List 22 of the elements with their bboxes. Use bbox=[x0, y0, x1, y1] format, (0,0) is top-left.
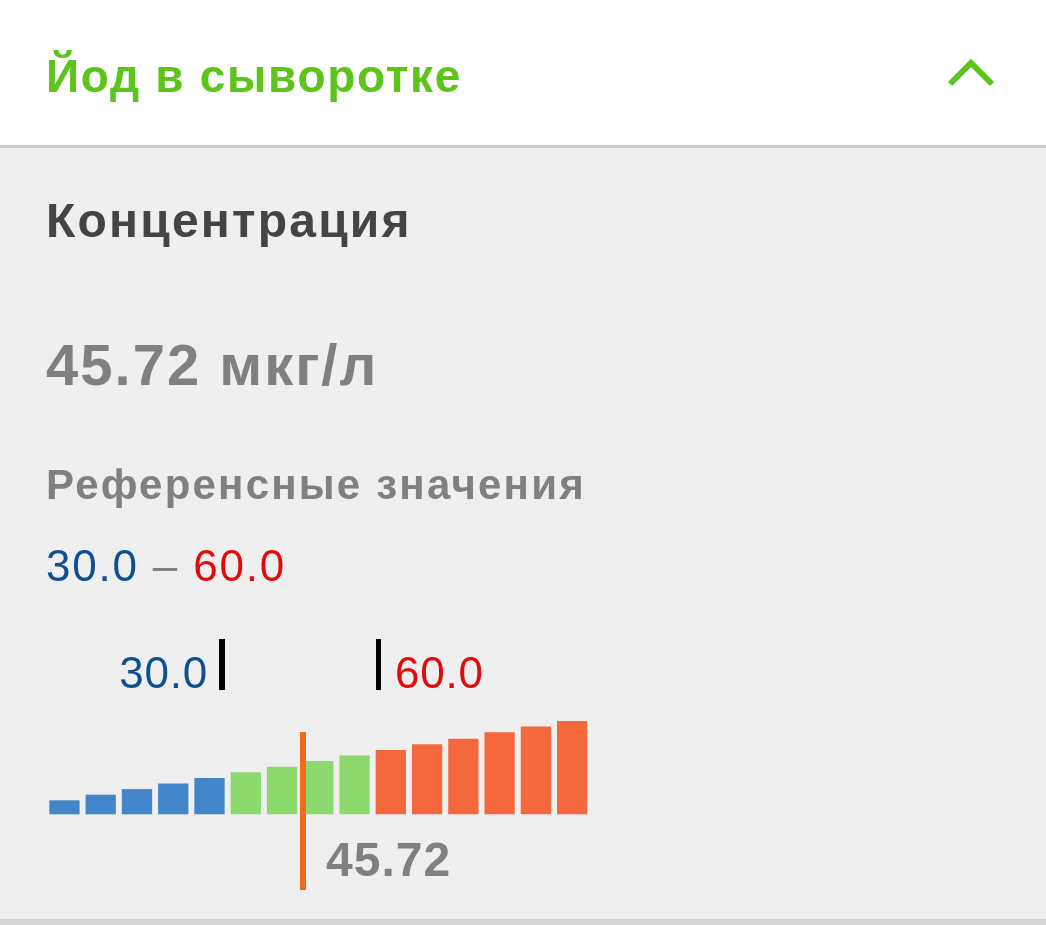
bar bbox=[194, 777, 225, 815]
bar bbox=[520, 726, 552, 815]
text: 60.0 bbox=[395, 647, 484, 697]
text: 45.72 bbox=[326, 833, 452, 887]
bar bbox=[484, 732, 515, 815]
bar bbox=[158, 783, 189, 815]
bar bbox=[557, 721, 588, 815]
text: 30.0 – 60.0 bbox=[46, 540, 287, 590]
bar bbox=[85, 794, 116, 815]
bar bbox=[49, 800, 80, 815]
bar bbox=[375, 749, 406, 815]
bar bbox=[230, 772, 261, 815]
bar bbox=[411, 744, 443, 815]
bar bbox=[266, 766, 298, 815]
bar bbox=[339, 755, 370, 815]
bar bbox=[121, 789, 153, 815]
text: 45.72 мкг/л bbox=[46, 331, 379, 397]
chart-subtitle: Концентрация bbox=[46, 194, 412, 248]
text: 30.0 bbox=[119, 647, 208, 697]
chart-title: Йод в сыворотке bbox=[46, 50, 462, 103]
bar bbox=[448, 738, 479, 815]
text: Референсные значения bbox=[46, 461, 586, 509]
